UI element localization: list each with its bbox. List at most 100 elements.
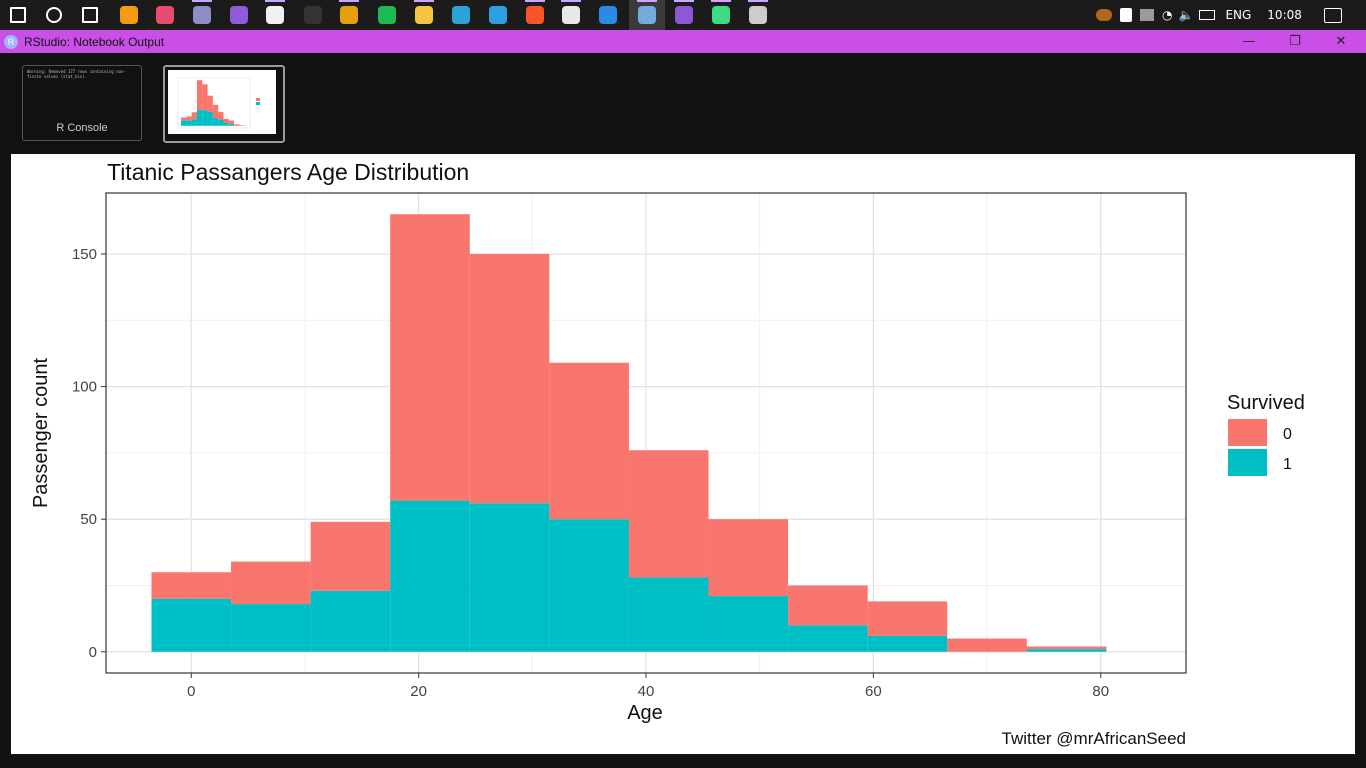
running-indicator — [674, 0, 694, 2]
visual-studio-taskbar-button[interactable] — [221, 0, 257, 30]
thumbnail-bar — [196, 110, 203, 126]
bar-survived-0 — [1026, 646, 1107, 650]
thumbnail-bar — [196, 80, 203, 111]
upwork-app-taskbar-button[interactable] — [443, 0, 479, 30]
edge-browser-taskbar-button[interactable] — [480, 0, 516, 30]
dock-app-icon — [193, 6, 211, 24]
output-thumbnails: Warning: Removed 177 rows containing non… — [0, 53, 1366, 150]
thumbnail-bar — [191, 112, 197, 120]
vscode-taskbar-button[interactable] — [590, 0, 626, 30]
bar-survived-0 — [390, 214, 470, 501]
axes: 0 20 40 60 80 0 50 100 150 — [72, 246, 1109, 700]
thumbnail-bar — [186, 116, 192, 121]
search-taskbar-button[interactable] — [36, 0, 72, 30]
x-tick-label: 20 — [410, 683, 427, 700]
dock-app-taskbar-button[interactable] — [184, 0, 220, 30]
spotify-taskbar-button[interactable] — [369, 0, 405, 30]
thumbnail-bar — [223, 118, 229, 124]
bar-survived-0 — [708, 519, 789, 597]
running-indicator — [414, 0, 434, 2]
console-thumbnail[interactable]: Warning: Removed 177 rows containing non… — [22, 65, 142, 141]
task-view-taskbar-button[interactable] — [72, 0, 108, 30]
slack-taskbar-button[interactable] — [553, 0, 589, 30]
thumbnail-legend-key — [256, 102, 260, 105]
github-desktop-taskbar-button[interactable] — [666, 0, 702, 30]
thumbnail-bar — [212, 104, 219, 119]
legend-key-0 — [1228, 419, 1267, 446]
x-tick-label: 0 — [187, 683, 195, 700]
running-indicator — [711, 0, 731, 2]
cmd-icon — [749, 6, 767, 24]
media-app-icon — [156, 6, 174, 24]
cmd-taskbar-button[interactable] — [740, 0, 776, 30]
thumbnail-bar — [228, 120, 235, 125]
thumbnail-bar — [223, 123, 229, 126]
rstudio-icon — [638, 6, 656, 24]
legend-label-1: 1 — [1283, 456, 1292, 473]
minimize-button[interactable]: — — [1242, 34, 1256, 49]
file-explorer-taskbar-button[interactable] — [406, 0, 442, 30]
magnifier-app-taskbar-button[interactable] — [111, 0, 147, 30]
search-icon — [46, 7, 62, 23]
x-axis-label: Age — [627, 702, 663, 724]
histogram-chart: Titanic Passangers Age Distribution 0 20 4… — [30, 159, 1305, 748]
volume-icon[interactable]: 🔈 — [1178, 8, 1194, 22]
legend-title: Survived — [1227, 392, 1305, 414]
bar-survived-0 — [788, 585, 868, 626]
brave-browser-taskbar-button[interactable] — [517, 0, 553, 30]
plot-thumbnail-preview — [168, 70, 276, 134]
bar-survived-0 — [947, 638, 1027, 652]
legend-label-0: 0 — [1283, 426, 1292, 443]
android-studio-icon — [712, 6, 730, 24]
rstudio-taskbar-button[interactable] — [629, 0, 665, 30]
bar-survived-1 — [788, 625, 868, 652]
android-studio-taskbar-button[interactable] — [703, 0, 739, 30]
battery-icon[interactable] — [1199, 10, 1216, 20]
plex-app-icon — [340, 6, 358, 24]
language-indicator[interactable]: ENG — [1225, 8, 1252, 22]
y-tick-label: 50 — [80, 511, 97, 528]
running-indicator — [339, 0, 359, 2]
x-tick-label: 60 — [865, 683, 882, 700]
running-indicator — [265, 0, 285, 2]
device-icon[interactable] — [1140, 9, 1154, 21]
bar-survived-1 — [867, 635, 948, 652]
thumbnail-bar — [181, 120, 187, 126]
emoji-app-taskbar-button[interactable] — [257, 0, 293, 30]
magnifier-app-icon — [120, 6, 138, 24]
notifications-icon[interactable] — [1323, 7, 1342, 23]
terminal-app-taskbar-button[interactable] — [295, 0, 331, 30]
bar-survived-1 — [1026, 649, 1107, 652]
bar-survived-0 — [867, 601, 948, 636]
x-tick-label: 80 — [1092, 683, 1109, 700]
tray-app-icon[interactable] — [1096, 9, 1112, 21]
window-titlebar: R RStudio: Notebook Output — [0, 30, 1366, 53]
vscode-icon — [599, 6, 617, 24]
thumbnail-bar — [186, 120, 192, 126]
media-app-taskbar-button[interactable] — [147, 0, 183, 30]
thumbnail-bar — [228, 124, 235, 126]
chart-title: Titanic Passangers Age Distribution — [107, 159, 469, 185]
windows-start-taskbar-button[interactable] — [0, 0, 36, 30]
security-shield-icon[interactable] — [1120, 8, 1132, 22]
bar-survived-0 — [151, 572, 232, 599]
thumbnail-bar — [202, 110, 208, 126]
running-indicator — [561, 0, 581, 2]
running-indicator — [525, 0, 545, 2]
console-thumbnail-text: Warning: Removed 177 rows containing non… — [27, 69, 126, 79]
running-indicator — [637, 0, 657, 2]
plot-thumbnail[interactable] — [163, 65, 285, 143]
thumbnail-bar — [218, 119, 224, 126]
rstudio-icon: R — [4, 34, 18, 49]
plex-app-taskbar-button[interactable] — [331, 0, 367, 30]
y-tick-label: 100 — [72, 379, 97, 396]
maximize-button[interactable]: ❐ — [1289, 34, 1301, 49]
thumbnail-bar — [218, 111, 224, 120]
plot-area: Titanic Passangers Age Distribution 0 20 4… — [11, 154, 1355, 754]
thumbnail-legend-key — [256, 98, 260, 101]
wifi-icon[interactable]: ◔ — [1162, 8, 1173, 22]
legend-key-1 — [1228, 449, 1267, 476]
thumbnail-panel — [177, 77, 251, 129]
clock[interactable]: 10:08 — [1267, 8, 1302, 22]
close-button[interactable]: ✕ — [1335, 34, 1347, 49]
